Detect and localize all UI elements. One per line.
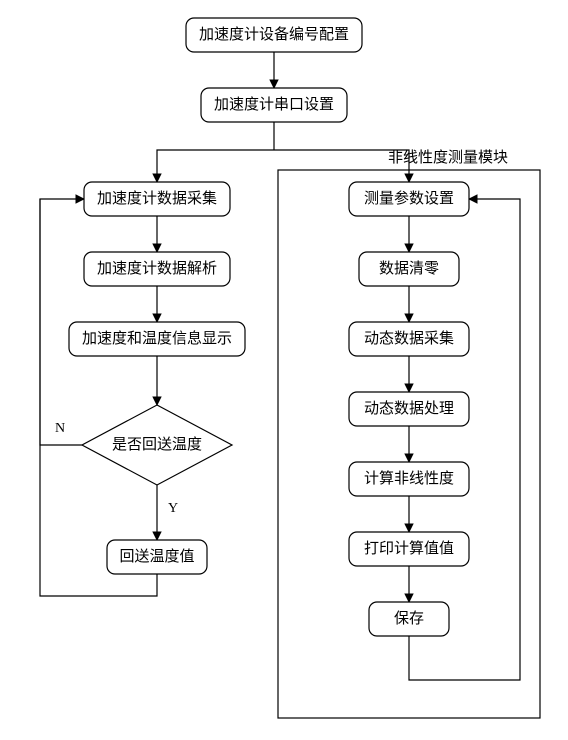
node-label: 加速度计数据采集 xyxy=(97,190,217,207)
node-label: 加速度计串口设置 xyxy=(214,96,334,113)
node-label: 回送温度值 xyxy=(119,548,194,565)
node-label: 动态数据采集 xyxy=(364,330,454,347)
edge-label: Y xyxy=(168,501,178,516)
edge-label: N xyxy=(55,421,65,436)
node-label: 保存 xyxy=(394,610,424,627)
flow-node-n11: 动态数据处理 xyxy=(349,392,469,426)
flow-node-n7: 回送温度值 xyxy=(107,540,207,574)
flow-node-n9: 数据清零 xyxy=(359,252,459,286)
node-label: 测量参数设置 xyxy=(364,190,454,207)
flow-node-n1: 加速度计设备编号配置 xyxy=(186,18,362,52)
flow-node-n2: 加速度计串口设置 xyxy=(201,88,347,122)
flow-node-n3: 加速度计数据采集 xyxy=(84,182,230,216)
node-label: 打印计算值值 xyxy=(364,539,454,557)
edge xyxy=(157,150,274,182)
flow-node-n10: 动态数据采集 xyxy=(349,322,469,356)
edge: Y xyxy=(157,485,178,540)
node-label: 加速度计数据解析 xyxy=(97,260,217,277)
flow-node-n8: 测量参数设置 xyxy=(349,182,469,216)
flow-node-n4: 加速度计数据解析 xyxy=(84,252,230,286)
flow-node-n14: 保存 xyxy=(369,602,449,636)
node-label: 数据清零 xyxy=(379,260,439,277)
flow-node-n13: 打印计算值值 xyxy=(349,532,469,566)
node-label: 加速度和温度信息显示 xyxy=(82,330,232,347)
module-label: 非线性度测量模块 xyxy=(388,149,508,166)
decision-d1: 是否回送温度 xyxy=(82,405,232,485)
decision-label: 是否回送温度 xyxy=(112,436,202,453)
node-label: 动态数据处理 xyxy=(364,400,454,417)
node-label: 计算非线性度 xyxy=(364,469,454,487)
flow-node-n12: 计算非线性度 xyxy=(349,462,469,496)
node-label: 加速度计设备编号配置 xyxy=(199,26,349,43)
flow-node-n5: 加速度和温度信息显示 xyxy=(69,322,245,356)
